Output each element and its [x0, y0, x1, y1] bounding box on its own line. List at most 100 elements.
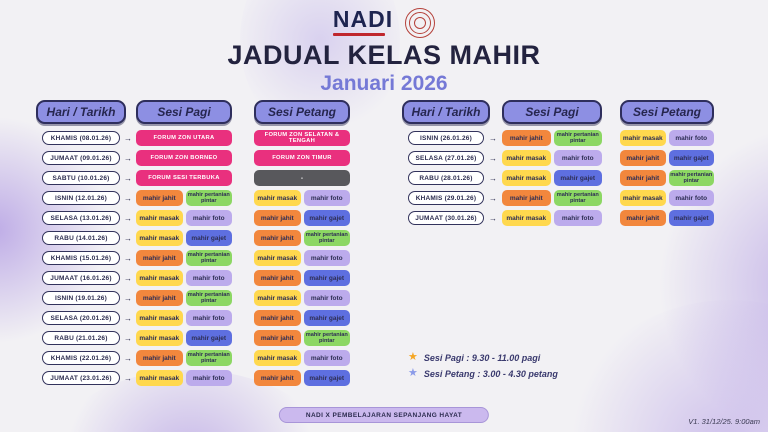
day-date-pill: RABU (14.01.26): [42, 231, 120, 245]
pill-foto: mahir foto: [185, 270, 232, 286]
day-date-pill: SABTU (10.01.26): [42, 171, 120, 185]
session-cell-petang: FORUM ZON SELATAN & TENGAH: [254, 130, 350, 146]
day-date-pill: JUMAAT (30.01.26): [408, 211, 484, 225]
day-date-pill: SELASA (20.01.26): [42, 311, 120, 325]
month-subtitle: Januari 2026: [320, 72, 448, 95]
pill-jahit: mahir jahit: [254, 210, 301, 226]
session-cell-pagi: mahir masak mahir foto: [136, 370, 232, 386]
schedule-row: SABTU (10.01.26) → FORUM SESI TERBUKA -: [36, 170, 356, 186]
arrow-icon: →: [124, 253, 132, 263]
day-date-pill: ISNIN (19.01.26): [42, 291, 120, 305]
arrow-icon: →: [124, 153, 132, 163]
header-sesi-petang: Sesi Petang: [620, 100, 714, 124]
pill-forum: FORUM ZON TIMUR: [254, 150, 350, 166]
table-header-row: Hari / Tarikh Sesi Pagi Sesi Petang: [36, 100, 356, 124]
arrow-icon: →: [124, 293, 132, 303]
day-date-pill: JUMAAT (23.01.26): [42, 371, 120, 385]
header-hari-tarikh: Hari / Tarikh: [36, 100, 126, 124]
session-cell-pagi: mahir masak mahir foto: [502, 210, 602, 226]
session-cell-petang: -: [254, 170, 350, 186]
title-block: JADUAL KELAS MAHIR Januari 2026: [0, 40, 768, 96]
session-time-legend: ★ Sesi Pagi : 9.30 - 11.00 pagi ★ Sesi P…: [408, 352, 558, 384]
arrow-icon: →: [124, 193, 132, 203]
session-cell-pagi: mahir jahit mahir pertanian pintar: [502, 130, 602, 146]
pill-pertanian: mahir pertanian pintar: [303, 230, 350, 246]
day-date-pill: ISNIN (12.01.26): [42, 191, 120, 205]
pill-masak: mahir masak: [136, 310, 183, 326]
pill-gajet: mahir gajet: [668, 150, 714, 166]
pill-pertanian: mahir pertanian pintar: [303, 330, 350, 346]
pill-masak: mahir masak: [136, 270, 183, 286]
day-date-pill: RABU (21.01.26): [42, 331, 120, 345]
table-rows: KHAMIS (08.01.26) → FORUM ZON UTARA FORUM Z…: [36, 130, 356, 386]
schedule-row: SELASA (20.01.26) → mahir masak mahir foto m…: [36, 310, 356, 326]
session-cell-petang: mahir jahit mahir pertanian pintar: [254, 230, 350, 246]
pill-gajet: mahir gajet: [553, 170, 602, 186]
day-date-pill: KHAMIS (15.01.26): [42, 251, 120, 265]
pill-foto: mahir foto: [553, 150, 602, 166]
pill-jahit: mahir jahit: [502, 130, 551, 146]
session-cell-pagi: mahir masak mahir foto: [136, 210, 232, 226]
session-cell-pagi: FORUM ZON UTARA: [136, 130, 232, 146]
pill-jahit: mahir jahit: [254, 330, 301, 346]
session-cell-pagi: mahir masak mahir foto: [502, 150, 602, 166]
session-cell-petang: mahir masak mahir foto: [620, 130, 714, 146]
session-cell-petang: mahir masak mahir foto: [620, 190, 714, 206]
pill-masak: mahir masak: [136, 370, 183, 386]
pill-jahit: mahir jahit: [620, 170, 666, 186]
day-date-pill: KHAMIS (08.01.26): [42, 131, 120, 145]
session-cell-pagi: mahir masak mahir gajet: [502, 170, 602, 186]
pill-pertanian: mahir pertanian pintar: [185, 290, 232, 306]
session-cell-petang: mahir jahit mahir pertanian pintar: [254, 330, 350, 346]
session-cell-pagi: mahir masak mahir gajet: [136, 230, 232, 246]
schedule-row: ISNIN (19.01.26) → mahir jahit mahir pertan…: [36, 290, 356, 306]
session-cell-petang: mahir masak mahir foto: [254, 190, 350, 206]
pill-gajet: mahir gajet: [303, 270, 350, 286]
day-date-pill: RABU (28.01.26): [408, 171, 484, 185]
table-header-row: Hari / Tarikh Sesi Pagi Sesi Petang: [402, 100, 717, 124]
session-cell-petang: mahir jahit mahir gajet: [254, 270, 350, 286]
pill-forum: FORUM ZON BORNEO: [136, 150, 232, 166]
nadi-tagline-bar: [332, 33, 385, 36]
pill-foto: mahir foto: [185, 370, 232, 386]
day-date-pill: ISNIN (26.01.26): [408, 131, 484, 145]
pill-masak: mahir masak: [254, 250, 301, 266]
session-cell-petang: mahir jahit mahir gajet: [254, 310, 350, 326]
arrow-icon: →: [124, 373, 132, 383]
session-cell-petang: mahir masak mahir foto: [254, 290, 350, 306]
schedule-row: SELASA (27.01.26) → mahir masak mahir foto m…: [402, 150, 717, 166]
pill-masak: mahir masak: [136, 210, 183, 226]
session-cell-petang: mahir jahit mahir gajet: [620, 150, 714, 166]
pill-masak: mahir masak: [502, 150, 551, 166]
legend-label: Sesi Petang : 3.00 - 4.30 petang: [423, 368, 558, 379]
pill-forum: FORUM SESI TERBUKA: [136, 170, 232, 186]
session-cell-pagi: mahir jahit mahir pertanian pintar: [136, 190, 232, 206]
session-cell-pagi: mahir jahit mahir pertanian pintar: [136, 250, 232, 266]
pill-jahit: mahir jahit: [254, 310, 301, 326]
arrow-icon: →: [489, 193, 497, 203]
pill-jahit: mahir jahit: [136, 250, 183, 266]
day-date-pill: KHAMIS (22.01.26): [42, 351, 120, 365]
legend-row-pagi: ★ Sesi Pagi : 9.30 - 11.00 pagi: [408, 352, 558, 363]
schedule-row: KHAMIS (15.01.26) → mahir jahit mahir perta…: [36, 250, 356, 266]
pill-foto: mahir foto: [303, 290, 350, 306]
pill-dash: -: [254, 170, 350, 186]
pill-foto: mahir foto: [553, 210, 602, 226]
schedule-row: KHAMIS (29.01.26) → mahir jahit mahir perta…: [402, 190, 717, 206]
arrow-icon: →: [489, 213, 497, 223]
arrow-icon: →: [489, 173, 497, 183]
day-date-pill: KHAMIS (29.01.26): [408, 191, 484, 205]
schedule-row: JUMAAT (23.01.26) → mahir masak mahir foto m…: [36, 370, 356, 386]
arrow-icon: →: [124, 133, 132, 143]
pill-foto: mahir foto: [303, 350, 350, 366]
pill-masak: mahir masak: [502, 210, 551, 226]
header-hari-tarikh: Hari / Tarikh: [402, 100, 490, 124]
pill-pertanian: mahir pertanian pintar: [553, 130, 602, 146]
day-date-pill: SELASA (27.01.26): [408, 151, 484, 165]
schedule-row: JUMAAT (16.01.26) → mahir masak mahir foto m…: [36, 270, 356, 286]
session-cell-pagi: FORUM SESI TERBUKA: [136, 170, 232, 186]
schedule-row: RABU (28.01.26) → mahir masak mahir gajet ma…: [402, 170, 717, 186]
legend-row-petang: ★ Sesi Petang : 3.00 - 4.30 petang: [408, 368, 558, 379]
arrow-icon: →: [124, 173, 132, 183]
